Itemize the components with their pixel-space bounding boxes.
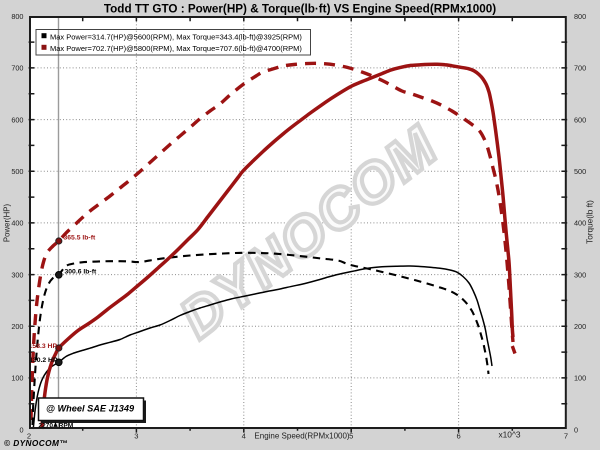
svg-text:500: 500 [11, 167, 23, 176]
svg-text:600: 600 [11, 115, 23, 124]
svg-text:2: 2 [27, 432, 31, 441]
svg-text:6: 6 [456, 432, 460, 441]
svg-text:400: 400 [11, 219, 23, 228]
svg-text:400: 400 [574, 219, 586, 228]
svg-text:Engine Speed(RPMx1000): Engine Speed(RPMx1000) [254, 432, 350, 441]
svg-text:800: 800 [11, 12, 23, 21]
svg-text:100: 100 [574, 374, 586, 383]
svg-text:0: 0 [19, 425, 23, 434]
svg-text:© DYNOCOM™: © DYNOCOM™ [4, 438, 68, 448]
svg-text:130.2 HP: 130.2 HP [29, 357, 58, 364]
svg-text:RPM: RPM [59, 422, 74, 429]
svg-text:500: 500 [574, 167, 586, 176]
svg-text:2270: 2270 [38, 422, 53, 429]
svg-text:100: 100 [11, 374, 23, 383]
svg-text:300: 300 [11, 270, 23, 279]
svg-text:Max Power=702.7(HP)@5800(RPM),: Max Power=702.7(HP)@5800(RPM), Max Torqu… [50, 44, 302, 53]
svg-text:300: 300 [574, 270, 586, 279]
svg-text:x10^3: x10^3 [498, 430, 520, 440]
svg-text:@ Wheel SAE J1349: @ Wheel SAE J1349 [46, 404, 135, 414]
svg-text:5: 5 [349, 432, 353, 441]
svg-text:Todd TT GTO : Power(HP) & Torq: Todd TT GTO : Power(HP) & Torque(lb·ft) … [104, 3, 496, 16]
svg-text:300.6 lb-ft: 300.6 lb-ft [65, 269, 97, 276]
svg-text:158.3 HP: 158.3 HP [29, 343, 58, 350]
svg-text:3: 3 [134, 432, 138, 441]
svg-text:Torque(lb ft): Torque(lb ft) [586, 200, 595, 244]
svg-text:800: 800 [574, 12, 586, 21]
svg-text:700: 700 [574, 64, 586, 73]
svg-text:0: 0 [574, 425, 578, 434]
svg-text:200: 200 [11, 322, 23, 331]
svg-text:600: 600 [574, 115, 586, 124]
svg-text:7: 7 [564, 432, 568, 441]
svg-text:700: 700 [11, 64, 23, 73]
svg-text:200: 200 [574, 322, 586, 331]
svg-text:365.5 lb-ft: 365.5 lb-ft [64, 235, 96, 242]
svg-text:Power(HP): Power(HP) [3, 204, 12, 243]
svg-text:4: 4 [242, 432, 246, 441]
svg-text:Max Power=314.7(HP)@5600(RPM),: Max Power=314.7(HP)@5600(RPM), Max Torqu… [50, 32, 302, 41]
